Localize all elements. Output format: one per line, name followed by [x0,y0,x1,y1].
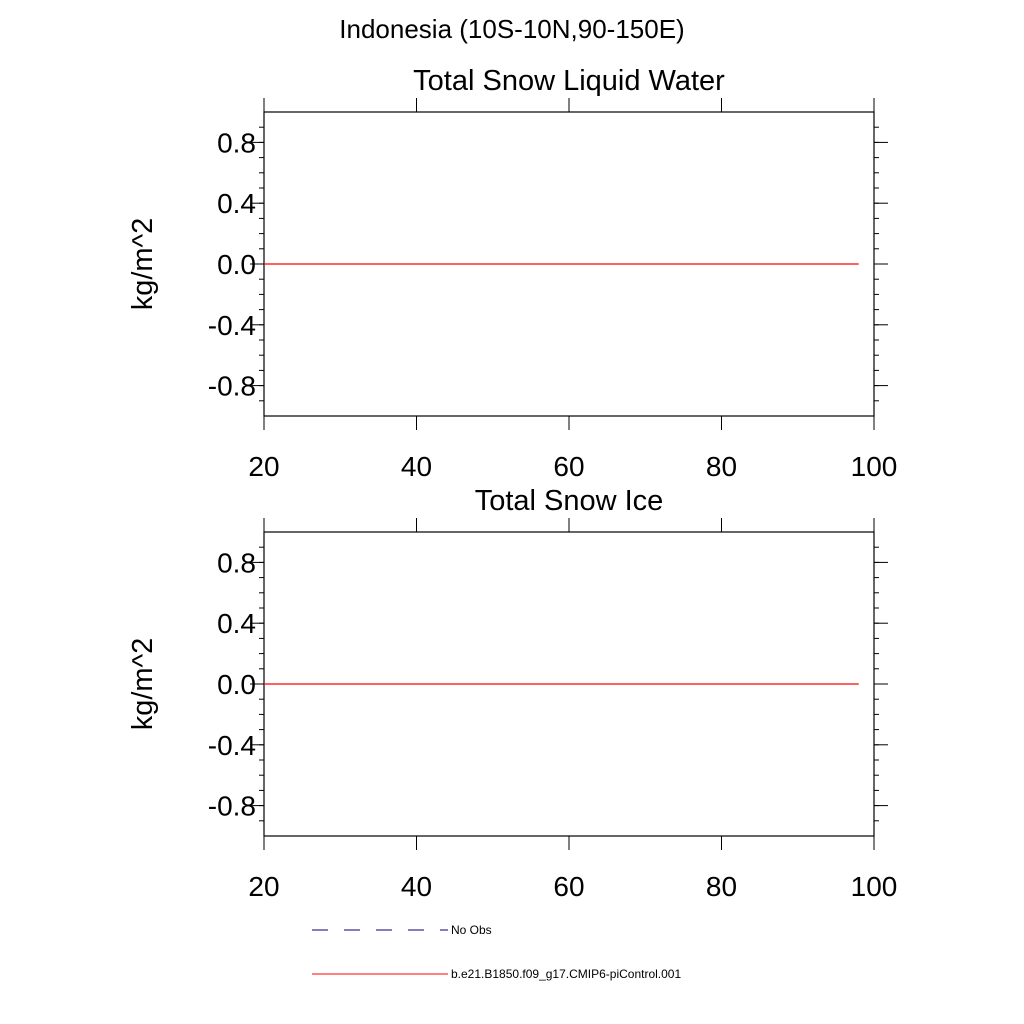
x-tick-label: 100 [851,451,898,482]
y-tick-label: 0.4 [217,608,256,639]
legend-label-1: No Obs [451,923,492,937]
x-tick-label: 80 [706,451,737,482]
panel-title: Total Snow Ice [475,485,664,517]
legend-label-2: b.e21.B1850.f09_g17.CMIP6-piControl.001 [451,967,681,981]
y-tick-label: -0.8 [208,371,256,402]
x-tick-label: 60 [553,451,584,482]
x-tick-label: 20 [248,871,279,902]
panel-title: Total Snow Liquid Water [413,65,725,97]
y-tick-label: 0.8 [217,547,256,578]
x-tick-label: 20 [248,451,279,482]
legend: No Obs b.e21.B1850.f09_g17.CMIP6-piContro… [312,923,681,981]
y-tick-label: 0.8 [217,127,256,158]
y-tick-label: -0.8 [208,791,256,822]
chart-panel-2: Total Snow Ice 0.8 0.4 0.0 -0.4 -0.8 20 40 60 80 1… [127,485,897,902]
x-tick-label: 80 [706,871,737,902]
y-tick-label: 0.4 [217,188,256,219]
x-tick-label: 60 [553,871,584,902]
y-axis-label: kg/m^2 [127,638,159,731]
x-tick-label: 40 [401,451,432,482]
figure-title: Indonesia (10S-10N,90-150E) [339,14,685,44]
x-tick-label: 40 [401,871,432,902]
y-tick-label: -0.4 [208,730,256,761]
y-tick-label: 0.0 [217,669,256,700]
y-tick-label: 0.0 [217,249,256,280]
x-tick-label: 100 [851,871,898,902]
y-axis-label: kg/m^2 [127,218,159,311]
y-tick-label: -0.4 [208,310,256,341]
chart-panel-1: Total Snow Liquid Water 0.8 0.4 0.0 -0.4 -0.8… [127,65,897,482]
